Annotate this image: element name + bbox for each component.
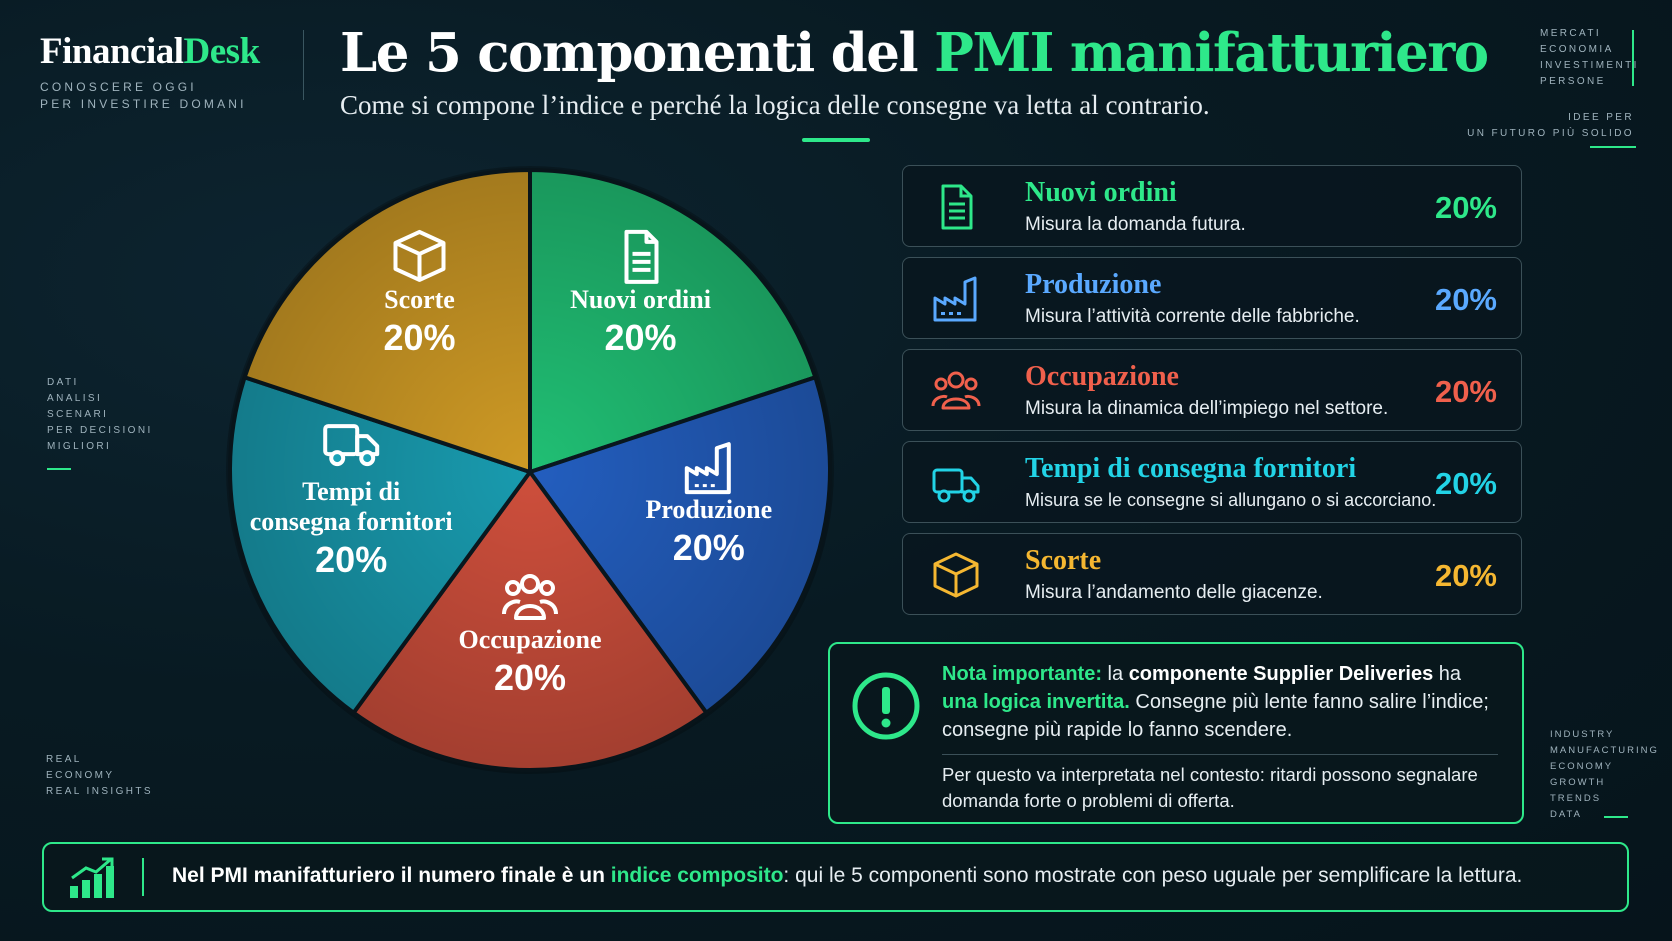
truck-icon bbox=[323, 424, 380, 467]
card-desc: Misura la domanda futura. bbox=[1025, 214, 1246, 235]
accent-line bbox=[1632, 30, 1634, 86]
growth-chart-icon bbox=[70, 857, 114, 898]
accent-line bbox=[1590, 146, 1636, 148]
alert-icon bbox=[852, 672, 920, 740]
card-pct: 20% bbox=[1434, 282, 1497, 317]
slice-value-label: 20% bbox=[383, 317, 455, 358]
card-desc: Misura l’attività corrente delle fabbric… bbox=[1025, 306, 1360, 327]
box-icon bbox=[393, 229, 446, 282]
slice-label: Scorte bbox=[384, 285, 455, 314]
card-tempi-consegna: Tempi di consegna fornitori Misura se le… bbox=[902, 441, 1522, 523]
people-icon bbox=[502, 574, 558, 620]
slice-label: Occupazione bbox=[459, 625, 602, 654]
slice-value-label: 20% bbox=[673, 527, 745, 568]
note-main-text: Nota importante: la componente Supplier … bbox=[942, 663, 1489, 741]
slice-value-label: 20% bbox=[604, 317, 676, 358]
card-desc: Misura la dinamica dell’impiego nel sett… bbox=[1025, 398, 1389, 419]
document-icon bbox=[624, 229, 659, 284]
slice-value-label: 20% bbox=[315, 539, 387, 580]
pie-chart: Nuovi ordini 20% Produzione 20% Occupazione 2… bbox=[226, 166, 834, 774]
note-secondary-text: Per questo va interpretata nel contesto:… bbox=[942, 764, 1478, 811]
brand-tagline: CONOSCERE OGGI PER INVESTIRE DOMANI bbox=[40, 80, 247, 111]
factory-icon bbox=[684, 442, 731, 495]
card-desc: Misura se le consegne si allungano o si … bbox=[1025, 490, 1437, 510]
card-title: Nuovi ordini bbox=[1025, 177, 1177, 208]
side-labels-left-mid: DATI ANALISI SCENARI PER DECISIONI MIGLI… bbox=[47, 377, 153, 452]
card-title: Scorte bbox=[1025, 545, 1102, 576]
slice-label: consegna fornitori bbox=[250, 507, 453, 536]
card-nuovi-ordini: Nuovi ordini Misura la domanda futura. 2… bbox=[902, 165, 1522, 247]
accent-line bbox=[47, 468, 71, 470]
card-desc: Misura l’andamento delle giacenze. bbox=[1025, 582, 1323, 603]
factory-icon bbox=[933, 276, 977, 322]
title-underline bbox=[802, 138, 870, 142]
side-labels-top-right-2: IDEE PER UN FUTURO PIÙ SOLIDO bbox=[1467, 112, 1634, 139]
page-title: Le 5 componenti del PMI manifatturiero bbox=[340, 22, 1489, 84]
slice-label: Nuovi ordini bbox=[570, 285, 711, 314]
footer-text: Nel PMI manifatturiero il numero finale … bbox=[172, 864, 1523, 887]
card-pct: 20% bbox=[1434, 466, 1497, 501]
accent-line bbox=[1604, 816, 1628, 818]
document-icon bbox=[941, 184, 973, 230]
card-pct: 20% bbox=[1434, 558, 1497, 593]
card-pct: 20% bbox=[1434, 190, 1497, 225]
card-title: Produzione bbox=[1025, 269, 1162, 300]
slice-value-label: 20% bbox=[494, 657, 566, 698]
brand-logo: FinancialDesk CONOSCERE OGGI PER INVESTI… bbox=[40, 30, 260, 113]
note-separator bbox=[942, 754, 1498, 755]
card-pct: 20% bbox=[1434, 374, 1497, 409]
card-produzione: Produzione Misura l’attività corrente de… bbox=[902, 257, 1522, 339]
page-subtitle: Come si compone l’indice e perché la log… bbox=[340, 90, 1210, 120]
card-title: Tempi di consegna fornitori bbox=[1025, 453, 1357, 484]
brand-name: FinancialDesk bbox=[40, 31, 260, 72]
side-labels-right-bottom: INDUSTRY MANUFACTURING ECONOMY GROWTH TR… bbox=[1550, 729, 1659, 820]
box-icon bbox=[933, 552, 979, 598]
people-icon bbox=[931, 371, 981, 410]
slice-label: Tempi di bbox=[302, 477, 400, 506]
side-labels-left-bottom: REAL ECONOMY REAL INSIGHTS bbox=[46, 754, 153, 797]
footer-banner: Nel PMI manifatturiero il numero finale … bbox=[42, 842, 1629, 912]
header-divider bbox=[303, 30, 304, 100]
truck-icon bbox=[932, 468, 980, 503]
card-scorte: Scorte Misura l’andamento delle giacenze… bbox=[902, 533, 1522, 615]
card-title: Occupazione bbox=[1025, 361, 1179, 392]
important-note: Nota importante: la componente Supplier … bbox=[828, 642, 1524, 824]
slice-label: Produzione bbox=[645, 495, 772, 524]
side-labels-top-right: MERCATI ECONOMIA INVESTIMENTI PERSONE bbox=[1540, 28, 1639, 87]
card-occupazione: Occupazione Misura la dinamica dell’impi… bbox=[902, 349, 1522, 431]
footer-divider bbox=[142, 858, 144, 896]
